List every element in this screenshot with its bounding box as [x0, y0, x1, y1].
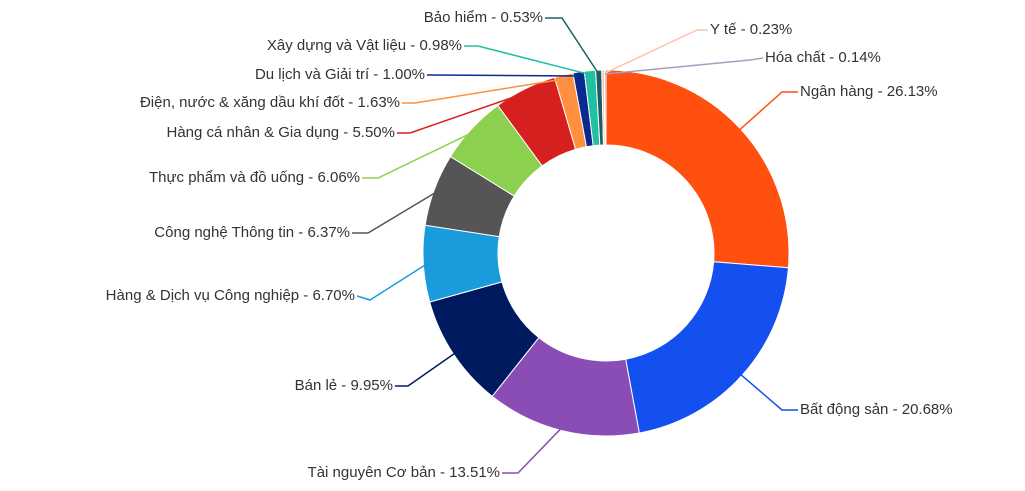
slice-label: Ngân hàng - 26.13%	[800, 83, 938, 100]
donut-slice	[605, 69, 790, 269]
leader-line	[605, 57, 764, 75]
slice-label: Hàng cá nhân & Gia dụng - 5.50%	[167, 124, 396, 141]
leader-line	[464, 45, 591, 76]
leader-line	[545, 17, 600, 75]
leader-line	[402, 78, 565, 104]
donut-slice	[603, 69, 607, 146]
slice-label: Hàng & Dịch vụ Công nghiệp - 6.70%	[106, 287, 355, 304]
leader-line	[502, 426, 564, 474]
slice-label: Bảo hiểm - 0.53%	[424, 9, 543, 26]
slice-label: Thực phẩm và đồ uống - 6.06%	[149, 169, 360, 186]
leader-line	[737, 91, 798, 133]
slice-label: Công nghệ Thông tin - 6.37%	[154, 224, 350, 241]
slice-label: Hóa chất - 0.14%	[765, 49, 881, 66]
leader-line	[738, 372, 798, 411]
slice-label: Bán lẻ - 9.95%	[295, 377, 393, 394]
leader-line	[352, 190, 439, 234]
leader-line	[602, 29, 708, 75]
leader-line	[356, 262, 428, 301]
slice-label: Y tế - 0.23%	[710, 21, 792, 38]
leader-line	[427, 74, 580, 77]
slice-label: Tài nguyên Cơ bản - 13.51%	[308, 464, 500, 481]
donut-slice	[625, 261, 789, 434]
slice-label: Du lịch và Giải trí - 1.00%	[255, 66, 425, 83]
slice-label: Bất động sản - 20.68%	[800, 401, 953, 418]
leader-line	[362, 130, 475, 179]
leader-line	[395, 351, 458, 387]
leader-line	[397, 91, 527, 134]
slice-label: Xây dựng và Vật liệu - 0.98%	[267, 37, 462, 54]
slice-label: Điện, nước & xăng dầu khí đốt - 1.63%	[140, 94, 400, 111]
